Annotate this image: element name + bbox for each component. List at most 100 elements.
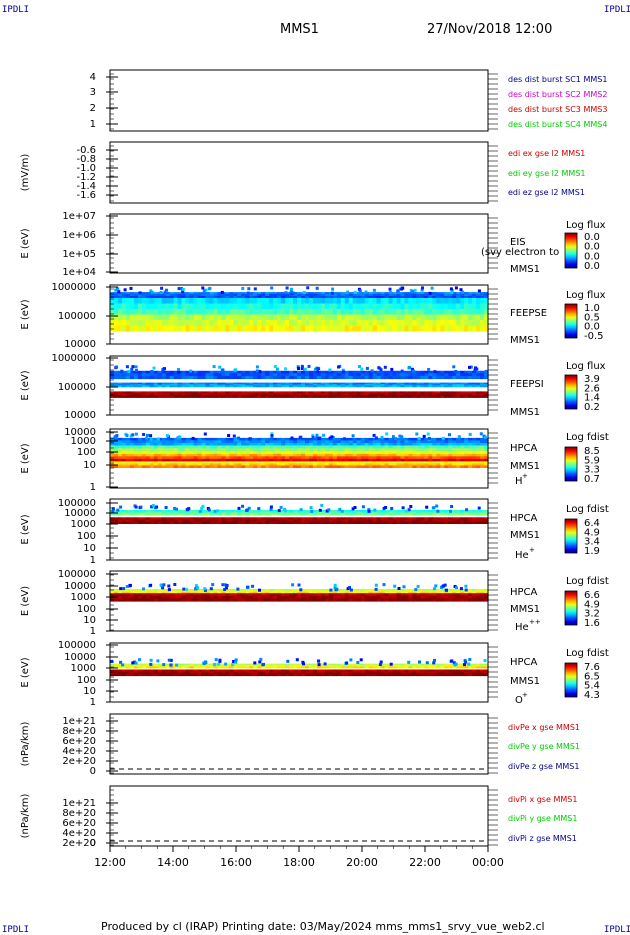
- heatmap-speckle: [402, 506, 405, 509]
- heatmap-cell: [464, 309, 469, 315]
- heatmap-cell: [114, 376, 119, 379]
- heatmap-speckle: [468, 366, 471, 369]
- heatmap-cell: [436, 395, 441, 398]
- heatmap-cell: [293, 298, 298, 304]
- heatmap-cell: [393, 598, 398, 601]
- heatmap-cell: [361, 513, 366, 515]
- heatmap-cell: [309, 298, 314, 304]
- heatmap-cell: [448, 385, 453, 387]
- heatmap-cell: [424, 376, 429, 379]
- heatmap-speckle: [359, 289, 362, 292]
- heatmap-cell: [221, 521, 226, 524]
- heatmap-speckle: [129, 584, 132, 587]
- heatmap-cell: [301, 315, 306, 321]
- heatmap-cell: [377, 376, 382, 379]
- heatmap-cell: [253, 298, 258, 304]
- heatmap-cell: [309, 304, 314, 310]
- heatmap-cell: [110, 326, 115, 332]
- heatmap-cell: [170, 513, 175, 515]
- heatmap-cell: [472, 666, 477, 668]
- heatmap-cell: [198, 309, 203, 315]
- heatmap-speckle: [196, 586, 199, 589]
- heatmap-cell: [110, 465, 115, 468]
- heatmap-cell: [158, 298, 163, 304]
- heatmap-cell: [241, 395, 246, 398]
- heatmap-cell: [221, 376, 226, 379]
- heatmap-cell: [217, 376, 222, 379]
- heatmap-cell: [277, 320, 282, 326]
- heatmap-cell: [412, 298, 417, 304]
- heatmap-cell: [225, 326, 230, 332]
- heatmap-cell: [297, 513, 302, 515]
- heatmap-cell: [261, 395, 266, 398]
- heatmap-cell: [190, 521, 195, 524]
- heatmap-cell: [182, 395, 187, 398]
- heatmap-speckle: [274, 365, 277, 368]
- heatmap-cell: [162, 304, 167, 310]
- heatmap-cell: [130, 666, 135, 668]
- heatmap-cell: [480, 598, 485, 601]
- heatmap-cell: [412, 666, 417, 668]
- y-tick-label: 1000: [71, 592, 96, 603]
- heatmap-cell: [416, 326, 421, 332]
- heatmap-cell: [389, 376, 394, 379]
- heatmap-cell: [464, 304, 469, 310]
- heatmap-cell: [225, 513, 230, 515]
- heatmap-cell: [273, 395, 278, 398]
- heatmap-cell: [150, 395, 155, 398]
- species-label: He: [515, 550, 529, 561]
- heatmap-cell: [166, 385, 171, 387]
- heatmap-speckle: [393, 585, 396, 588]
- heatmap-cell: [178, 666, 183, 668]
- heatmap-speckle: [149, 584, 152, 587]
- heatmap-cell: [202, 298, 207, 304]
- heatmap-cell: [361, 309, 366, 315]
- heatmap-cell: [389, 315, 394, 321]
- heatmap-cell: [397, 304, 402, 310]
- heatmap-cell: [241, 513, 246, 515]
- heatmap-cell: [142, 598, 147, 601]
- heatmap-speckle: [246, 509, 249, 512]
- heatmap-speckle: [221, 291, 224, 294]
- heatmap-speckle: [165, 506, 168, 509]
- heatmap-cell: [261, 326, 266, 332]
- heatmap-cell: [333, 298, 338, 304]
- heatmap-cell: [377, 315, 382, 321]
- heatmap-speckle: [368, 510, 371, 513]
- heatmap-cell: [142, 304, 147, 310]
- heatmap-cell: [142, 315, 147, 321]
- heatmap-cell: [277, 666, 282, 668]
- heatmap-cell: [162, 521, 167, 524]
- heatmap-cell: [361, 465, 366, 468]
- y-tick-label: 1000: [71, 436, 96, 447]
- heatmap-cell: [225, 666, 230, 668]
- heatmap-cell: [444, 513, 449, 515]
- heatmap-cell: [162, 666, 167, 668]
- heatmap-cell: [424, 385, 429, 387]
- heatmap-cell: [126, 320, 131, 326]
- heatmap-cell: [202, 521, 207, 524]
- heatmap-cell: [404, 309, 409, 315]
- heatmap-cell: [480, 326, 485, 332]
- heatmap-cell: [170, 309, 175, 315]
- heatmap-cell: [198, 304, 203, 310]
- y-tick-label: 2: [90, 103, 96, 114]
- heatmap-cell: [329, 304, 334, 310]
- y-axis-label: E (eV): [20, 299, 31, 329]
- heatmap-cell: [253, 309, 258, 315]
- heatmap-cell: [397, 298, 402, 304]
- heatmap-cell: [186, 298, 191, 304]
- heatmap-cell: [357, 513, 362, 515]
- heatmap-speckle: [211, 583, 214, 586]
- heatmap-cell: [468, 298, 473, 304]
- heatmap-cell: [142, 326, 147, 332]
- heatmap-cell: [397, 376, 402, 379]
- heatmap-cell: [373, 320, 378, 326]
- heatmap-cell: [349, 376, 354, 379]
- heatmap-cell: [297, 309, 302, 315]
- heatmap-cell: [130, 465, 135, 468]
- colorbar-tick-label: 0.2: [584, 402, 600, 413]
- heatmap-cell: [432, 395, 437, 398]
- heatmap-cell: [130, 674, 135, 677]
- heatmap-cell: [393, 666, 398, 668]
